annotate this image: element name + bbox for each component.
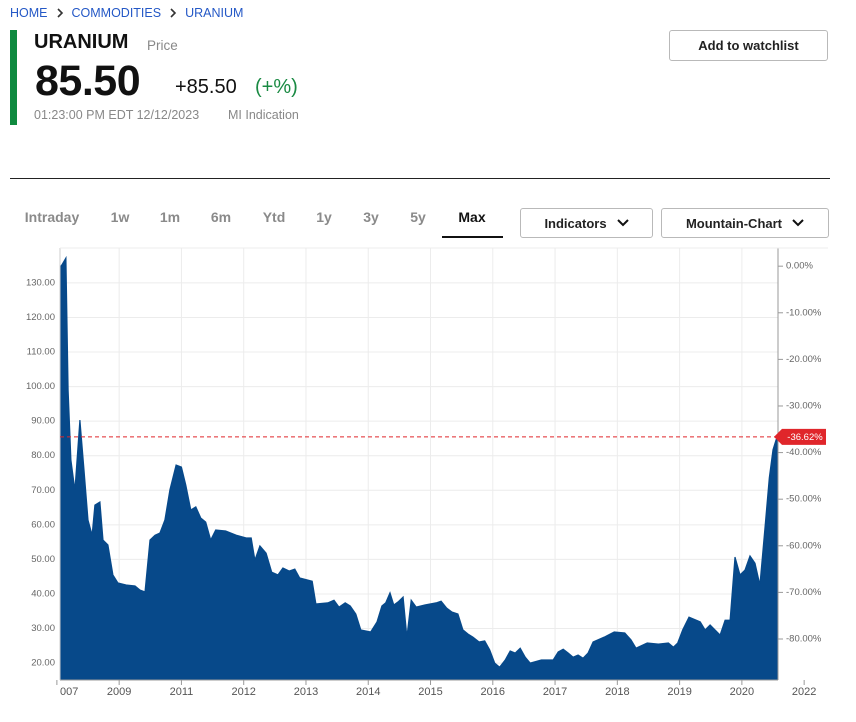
x-tick-label: 007 (60, 686, 78, 698)
x-tick-label: 2022 (792, 686, 816, 698)
y2-tick-label: -30.00% (786, 400, 822, 411)
x-tick-label: 2012 (231, 686, 255, 698)
line (59, 255, 779, 669)
button-label: Mountain-Chart (685, 215, 783, 231)
breadcrumb: HOME COMMODITIES URANIUM (10, 6, 243, 20)
watchlist-button[interactable]: Add to watchlist (669, 30, 828, 61)
time-range-tab[interactable]: Ytd (262, 209, 286, 225)
source: MI Indication (228, 108, 299, 122)
x-tick-label: 2015 (418, 686, 442, 698)
divider (10, 178, 830, 179)
x-tick-label: 2019 (667, 686, 691, 698)
button-label: Indicators (544, 215, 607, 231)
y2-tick-label: -40.00% (786, 447, 822, 458)
breadcrumb-link[interactable]: HOME (10, 6, 48, 20)
y-tick-label: 40.00 (31, 588, 55, 599)
chevron-icon (56, 8, 63, 18)
time-range-tab[interactable]: Intraday (24, 209, 80, 225)
accent-bar (10, 30, 17, 125)
area (60, 258, 778, 680)
y-tick-label: 20.00 (31, 658, 55, 669)
x-tick-label: 2013 (294, 686, 318, 698)
x-tick-label: 2017 (543, 686, 567, 698)
time-range-tab[interactable]: Max (458, 209, 486, 225)
y-tick-label: 130.00 (26, 277, 55, 288)
x-tick-label: 2014 (356, 686, 380, 698)
breadcrumb-link[interactable]: URANIUM (185, 6, 244, 20)
y2-tick-label: 0.00% (786, 261, 813, 272)
x-tick-label: 2009 (107, 686, 131, 698)
time-range-tab[interactable]: 3y (363, 209, 379, 225)
y-tick-label: 110.00 (27, 347, 55, 358)
y-tick-label: 80.00 (31, 450, 55, 461)
timestamp: 01:23:00 PM EDT 12/12/2023 (34, 108, 200, 122)
reference-label: -36.62% (787, 432, 823, 443)
x-tick-label: 2018 (605, 686, 629, 698)
time-range-tab[interactable]: 6m (210, 209, 232, 225)
y-tick-label: 90.00 (31, 416, 55, 427)
time-range-tab[interactable]: 5y (410, 209, 426, 225)
y-tick-label: 30.00 (31, 623, 55, 634)
y2-tick-label: -20.00% (786, 354, 822, 365)
chevron-icon (616, 219, 629, 227)
y-tick-label: 50.00 (31, 554, 55, 565)
x-tick-label: 2016 (481, 686, 505, 698)
x-tick-label: 2020 (730, 686, 754, 698)
indicators-button[interactable]: Indicators (520, 208, 653, 238)
chart-type-button[interactable]: Mountain-Chart (661, 208, 829, 238)
y-tick-label: 120.00 (26, 312, 55, 323)
y2-tick-label: -50.00% (786, 494, 822, 505)
change-percent: (+%) (255, 76, 298, 98)
y2-tick-label: -70.00% (786, 587, 822, 598)
y-tick-label: 70.00 (31, 485, 55, 496)
y2-tick-label: -60.00% (786, 540, 822, 551)
y-tick-label: 100.00 (26, 381, 55, 392)
change: +85.50 (175, 76, 237, 98)
reference-tag (774, 428, 826, 445)
y-tick-label: 60.00 (31, 519, 55, 530)
breadcrumb-link[interactable]: COMMODITIES (71, 6, 162, 20)
chevron-icon (170, 8, 177, 18)
time-range-tab[interactable]: 1y (316, 209, 332, 225)
price: 85.50 (35, 57, 141, 105)
y2-tick-label: -10.00% (786, 307, 822, 318)
price-label: Price (147, 38, 178, 53)
tab-underline (442, 236, 503, 238)
time-range-tab[interactable]: 1w (110, 209, 130, 225)
symbol: URANIUM (34, 31, 129, 53)
x-tick-label: 2011 (170, 686, 194, 698)
chevron-icon (792, 219, 804, 227)
time-range-tab[interactable]: 1m (159, 209, 181, 225)
y2-tick-label: -80.00% (786, 634, 822, 645)
